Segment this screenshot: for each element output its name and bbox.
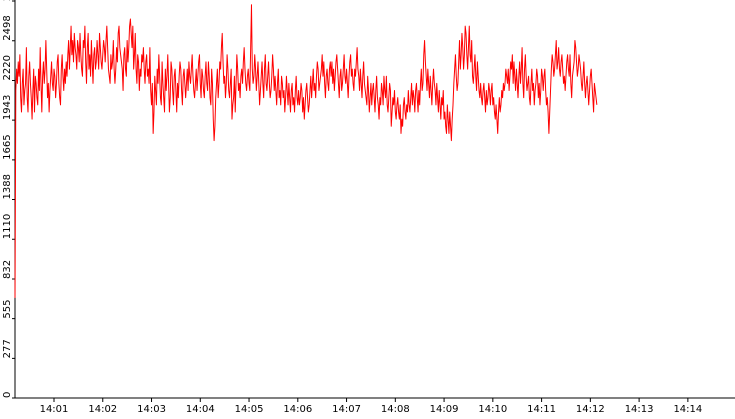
y-tick-label: 1110 — [2, 214, 13, 239]
y-tick-label: 0 — [2, 392, 13, 398]
y-axis: 0 277 555 832 1110 1388 1665 1943 2220 2498 2776 — [2, 0, 16, 399]
y-tick-label: 1665 — [2, 134, 13, 159]
y-tick-label: 1943 — [2, 95, 13, 120]
y-tick-label: 2220 — [2, 55, 13, 80]
x-tick-label: 14:06 — [283, 404, 312, 415]
y-tick-label: 2498 — [2, 15, 13, 40]
x-tick-label: 14:12 — [576, 404, 605, 415]
series-line-0 — [14, 4, 598, 298]
y-tick-label: 832 — [2, 260, 13, 279]
x-axis: 14:01 14:02 14:03 14:04 14:05 14:06 14:07 14:08… — [15, 397, 735, 415]
y-tick-label: 1388 — [2, 174, 13, 199]
x-tick-label: 14:10 — [478, 404, 507, 415]
x-tick-label: 14:07 — [332, 404, 361, 415]
x-tick-label: 14:03 — [137, 404, 166, 415]
x-tick-label: 14:01 — [40, 404, 69, 415]
x-tick-label: 14:11 — [527, 404, 556, 415]
x-tick-label: 14:09 — [430, 404, 459, 415]
x-tick-label: 14:14 — [673, 404, 702, 415]
x-tick-label: 14:13 — [625, 404, 654, 415]
x-tick-label: 14:05 — [235, 404, 264, 415]
x-tick-label: 14:08 — [381, 404, 410, 415]
y-tick-label: 555 — [2, 300, 13, 319]
series-layer — [14, 4, 598, 298]
y-tick-label: 277 — [2, 339, 13, 358]
x-tick-label: 14:04 — [186, 404, 215, 415]
y-tick-label: 2776 — [2, 0, 13, 1]
x-tick-label: 14:02 — [88, 404, 117, 415]
